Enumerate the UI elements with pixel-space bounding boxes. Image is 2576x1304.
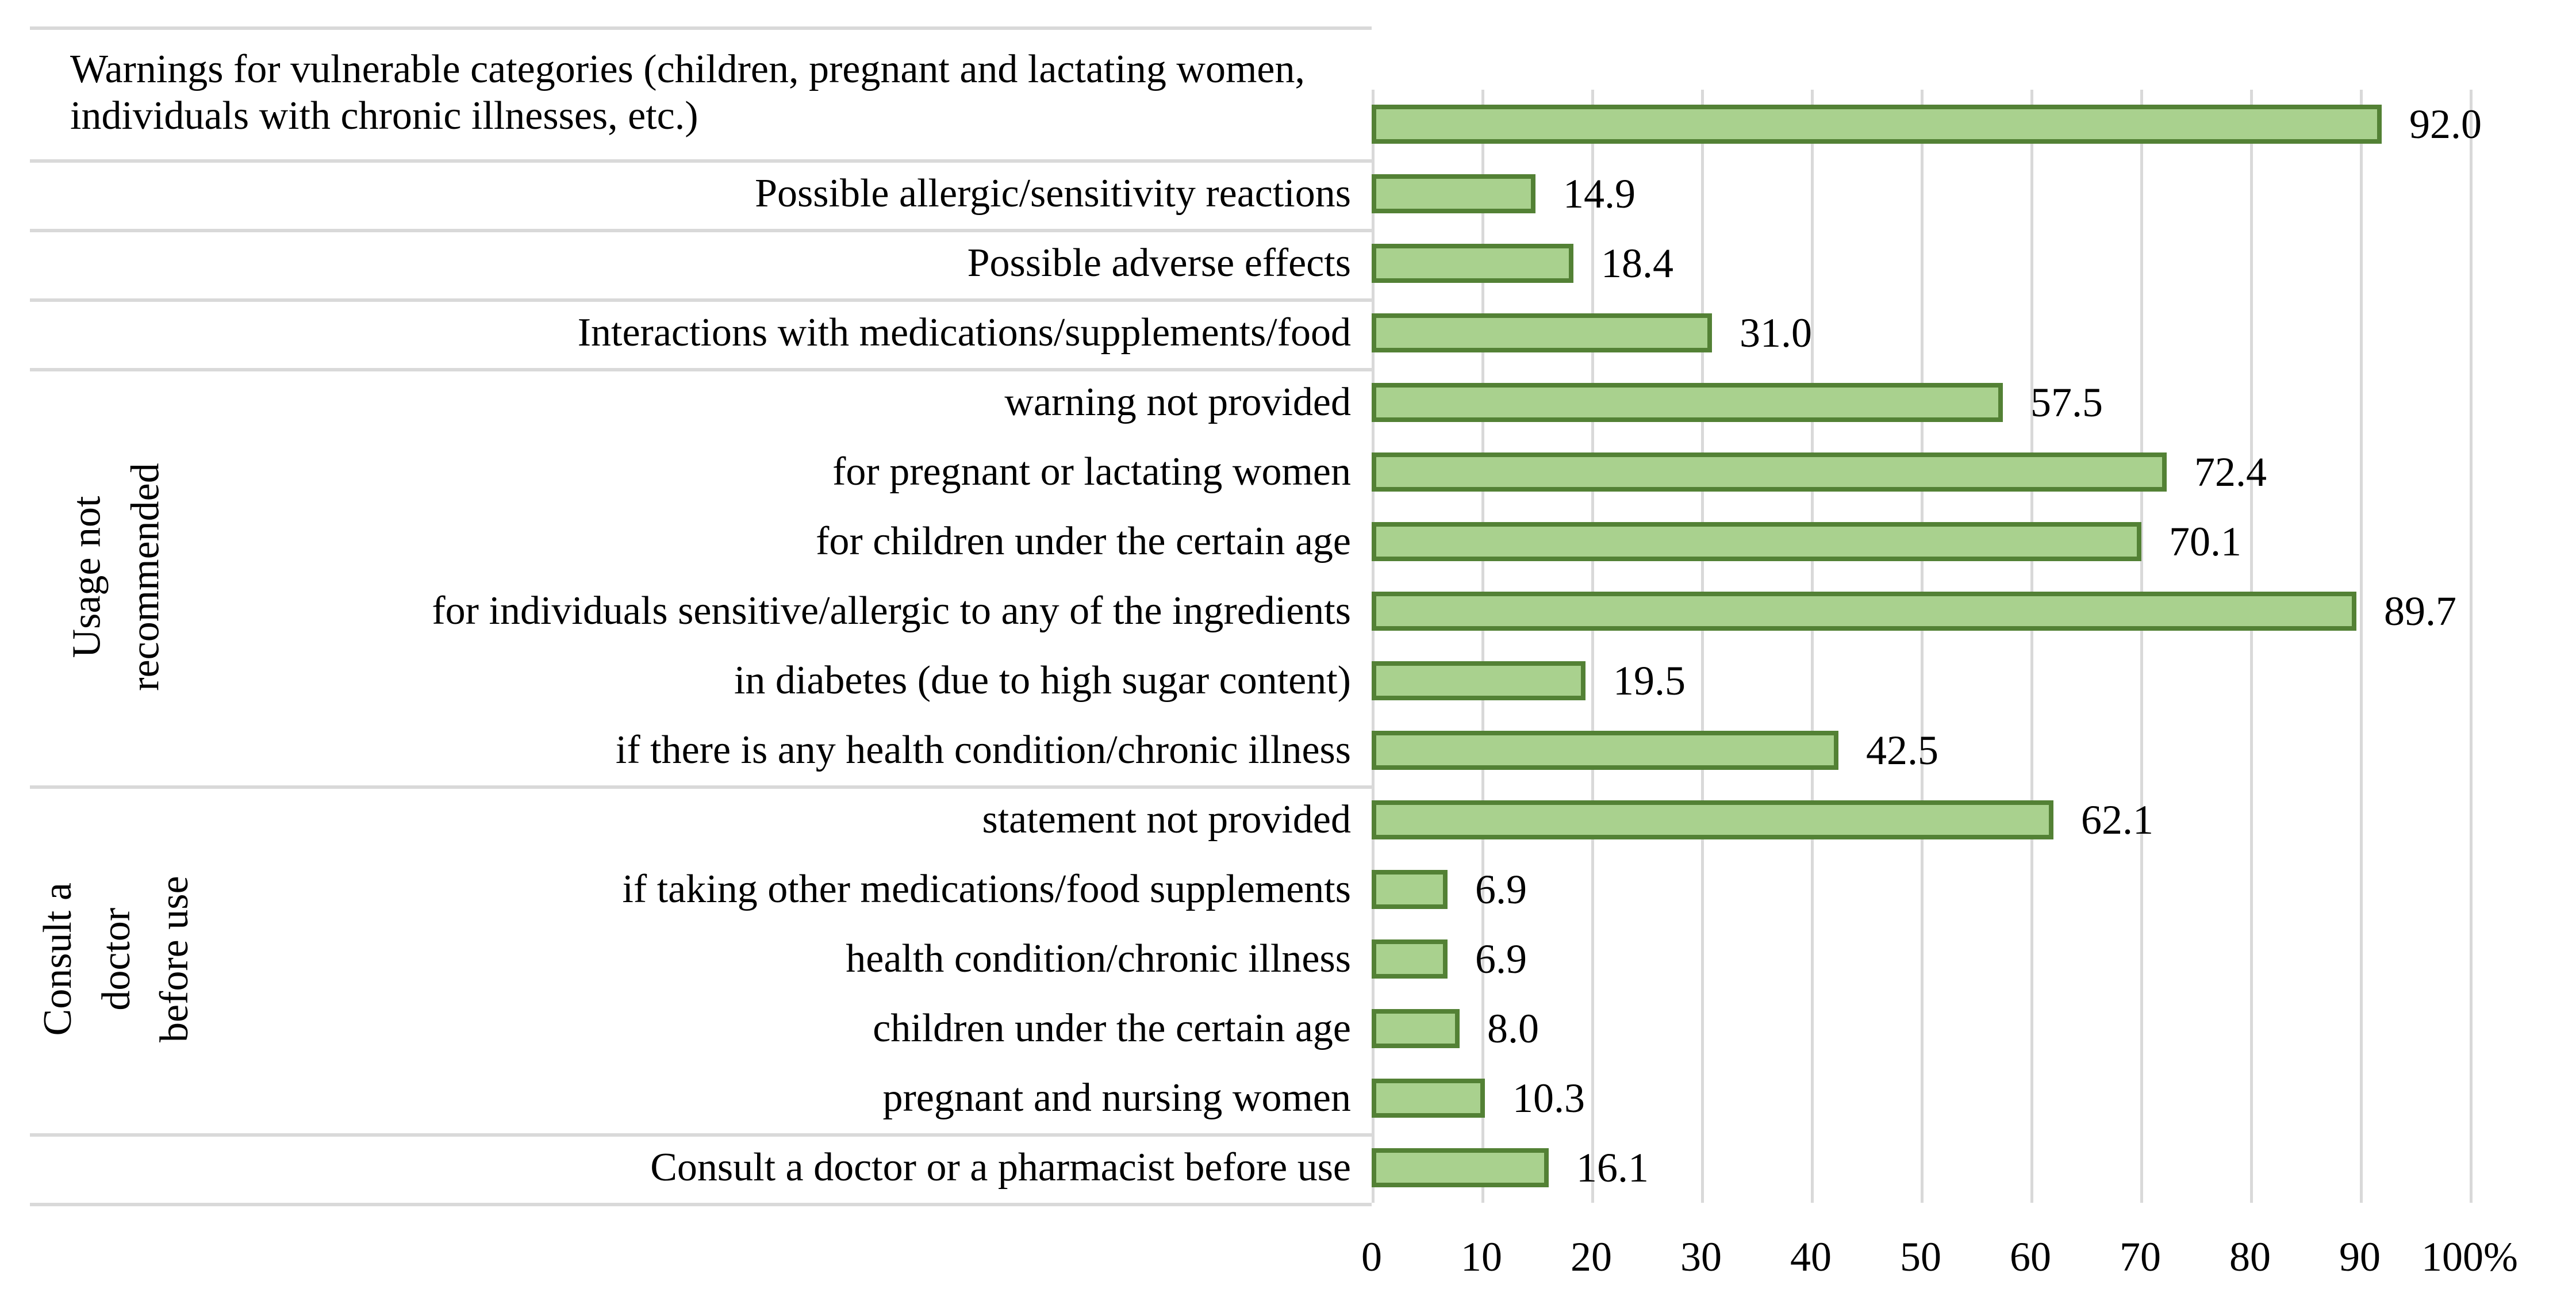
bar — [1372, 244, 1573, 283]
gridline — [2360, 90, 2363, 1203]
category-label: children under the certain age — [873, 1006, 1351, 1051]
bar — [1372, 452, 2167, 492]
separator-line — [30, 229, 1372, 232]
category-label: for children under the certain age — [816, 519, 1351, 564]
value-label: 62.1 — [2081, 797, 2153, 843]
x-tick-label: 90 — [2339, 1234, 2381, 1280]
separator-line — [30, 298, 1372, 302]
category-label: if there is any health condition/chronic… — [615, 728, 1351, 773]
value-label: 19.5 — [1613, 658, 1686, 704]
category-label: Possible adverse effects — [967, 241, 1351, 286]
x-tick-label: 50 — [1900, 1234, 1941, 1280]
value-label: 31.0 — [1740, 310, 1812, 356]
x-tick-label: 40 — [1790, 1234, 1832, 1280]
category-label: health condition/chronic illness — [846, 937, 1351, 981]
gridline — [1811, 90, 1814, 1203]
bar — [1372, 174, 1535, 213]
separator-line — [30, 785, 1372, 789]
x-tick-label: 30 — [1680, 1234, 1722, 1280]
category-label: for individuals sensitive/allergic to an… — [432, 589, 1351, 634]
category-label: in diabetes (due to high sugar content) — [734, 658, 1351, 703]
bar — [1372, 939, 1448, 979]
bar — [1372, 522, 2141, 561]
value-label: 57.5 — [2030, 379, 2103, 425]
group-label: Consult a doctor before use — [35, 876, 197, 1043]
bar — [1372, 731, 1838, 770]
separator-line — [30, 1133, 1372, 1137]
gridline — [2030, 90, 2033, 1203]
value-label: 16.1 — [1576, 1145, 1649, 1191]
group-label: Usage not recommended — [64, 462, 168, 691]
value-label: 10.3 — [1512, 1075, 1585, 1121]
x-tick-label: 70 — [2120, 1234, 2161, 1280]
x-tick-label: 60 — [2010, 1234, 2051, 1280]
value-label: 6.9 — [1475, 866, 1527, 912]
bar — [1372, 800, 2053, 839]
value-label: 72.4 — [2194, 449, 2267, 495]
category-label: for pregnant or lactating women — [832, 450, 1351, 494]
x-tick-label: 100% — [2421, 1234, 2518, 1280]
value-label: 6.9 — [1475, 936, 1527, 982]
gridline — [1921, 90, 1924, 1203]
value-label: 89.7 — [2384, 588, 2456, 634]
bar — [1372, 1079, 1485, 1118]
y-axis-line — [1372, 90, 1375, 1203]
value-label: 18.4 — [1601, 240, 1673, 286]
bar — [1372, 1009, 1460, 1048]
group-label-box: Usage not recommended — [30, 368, 202, 785]
x-tick-label: 80 — [2229, 1234, 2271, 1280]
bar — [1372, 1148, 1549, 1187]
gridline — [2250, 90, 2253, 1203]
category-label: Interactions with medications/supplement… — [577, 310, 1351, 355]
bar — [1372, 592, 2356, 631]
group-label-box: Consult a doctor before use — [30, 785, 202, 1133]
gridline — [2470, 90, 2473, 1203]
value-label: 42.5 — [1866, 727, 1938, 773]
separator-line — [30, 368, 1372, 371]
x-tick-label: 0 — [1361, 1234, 1382, 1280]
x-tick-label: 10 — [1461, 1234, 1502, 1280]
bar — [1372, 383, 2003, 422]
gridline — [1481, 90, 1484, 1203]
gridline — [1591, 90, 1594, 1203]
bar — [1372, 661, 1585, 700]
bar — [1372, 870, 1448, 909]
category-label: Consult a doctor or a pharmacist before … — [650, 1145, 1351, 1190]
category-label: Possible allergic/sensitivity reactions — [755, 171, 1351, 216]
separator-line — [30, 159, 1372, 163]
value-label: 70.1 — [2169, 519, 2241, 565]
category-label: statement not provided — [982, 797, 1351, 842]
label-area-top-line — [30, 26, 1372, 30]
gridline — [1701, 90, 1704, 1203]
separator-line — [30, 1203, 1372, 1206]
x-tick-label: 20 — [1571, 1234, 1612, 1280]
value-label: 92.0 — [2409, 101, 2482, 147]
category-label: pregnant and nursing women — [882, 1076, 1351, 1121]
category-label: warning not provided — [1004, 380, 1351, 425]
bar — [1372, 313, 1712, 352]
category-label: if taking other medications/food supplem… — [622, 867, 1351, 912]
bar — [1372, 105, 2382, 144]
category-label: Warnings for vulnerable categories (chil… — [70, 47, 1305, 138]
gridline — [2140, 90, 2143, 1203]
value-label: 8.0 — [1487, 1006, 1539, 1052]
value-label: 14.9 — [1563, 171, 1636, 217]
